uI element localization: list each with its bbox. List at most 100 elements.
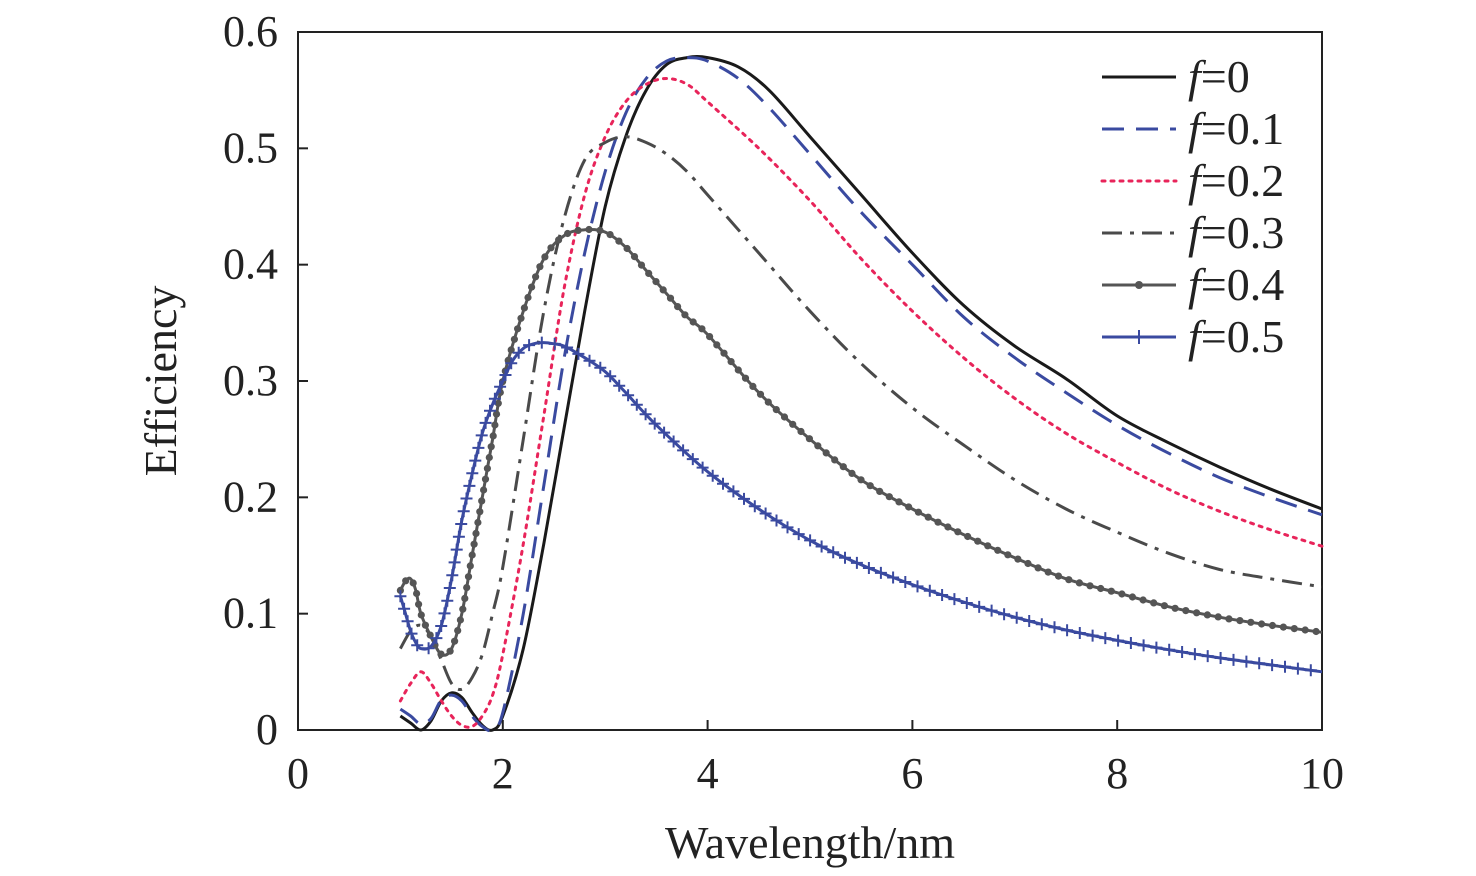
series-marker-plus (405, 627, 418, 640)
series-marker-plus (430, 632, 443, 645)
series-marker-dot (1054, 572, 1063, 580)
series-marker-plus (622, 389, 635, 402)
series-marker-dot (466, 562, 474, 570)
series-marker-plus (759, 507, 772, 520)
series-marker-plus (770, 514, 783, 527)
series-marker-plus (505, 357, 518, 370)
series-marker-dot (555, 236, 563, 244)
series-marker-dot (451, 637, 459, 645)
legend-label: f=0.2 (1188, 155, 1284, 206)
legend-label-value: =0.3 (1201, 207, 1284, 258)
legend-label: f=0 (1188, 51, 1250, 102)
series-marker-dot (417, 611, 425, 619)
series-marker-dot (789, 420, 797, 428)
series-marker-plus (899, 576, 912, 588)
series-marker-dot (974, 537, 982, 545)
series-marker-dot (741, 374, 750, 382)
legend-marker-dot (1135, 281, 1143, 289)
series-4 (399, 135, 1323, 692)
series-marker-plus (850, 556, 863, 569)
series-marker-dot (659, 286, 667, 294)
legend-label-value: =0.5 (1201, 311, 1284, 362)
series-marker-dot (1086, 582, 1094, 590)
legend-label: f=0.4 (1188, 259, 1284, 310)
x-tick-label: 0 (287, 749, 309, 798)
series-marker-plus (499, 369, 512, 381)
series-marker-dot (749, 382, 757, 390)
series-marker-plus (686, 453, 699, 466)
series-marker-plus (1137, 639, 1150, 652)
series-marker-dot (615, 237, 623, 245)
series-marker-plus (512, 346, 525, 359)
series-marker-dot (409, 579, 417, 587)
series-marker-plus (1010, 611, 1023, 624)
series-marker-plus (887, 571, 900, 584)
series-marker-dot (547, 244, 555, 252)
series-marker-dot (492, 410, 501, 418)
series-marker-dot (437, 650, 445, 658)
series-marker-dot (734, 366, 742, 374)
series-marker-dot (1193, 609, 1201, 617)
series-marker-plus (535, 336, 548, 349)
x-tick-label: 10 (1300, 749, 1344, 798)
series-marker-dot (1014, 555, 1022, 563)
series-marker-plus (441, 594, 454, 607)
series-marker-dot (1150, 599, 1158, 607)
series-marker-dot (895, 498, 903, 506)
series-marker-dot (630, 253, 639, 261)
series-marker-dot (421, 621, 429, 629)
series-marker-dot (485, 453, 493, 462)
y-axis-title: Efficiency (135, 286, 186, 477)
series-marker-dot (727, 358, 735, 366)
series-marker-dot (524, 293, 532, 302)
series-marker-dot (822, 449, 830, 457)
series-marker-plus (717, 477, 729, 490)
series-marker-plus (1023, 615, 1036, 627)
series-marker-plus (1086, 629, 1099, 642)
y-tick-label: 0 (256, 705, 278, 754)
series-marker-plus (583, 354, 596, 367)
series-marker-plus (438, 607, 451, 620)
series-marker-dot (1128, 593, 1137, 601)
series-marker-dot (1075, 579, 1083, 587)
series-3 (398, 76, 1324, 729)
series-marker-plus (1304, 664, 1317, 677)
series-marker-plus (1048, 621, 1061, 634)
series-marker-dot (1312, 627, 1320, 636)
series-marker-plus (1124, 637, 1137, 649)
series-marker-plus (594, 361, 607, 374)
series-marker-dot (415, 600, 423, 608)
series-marker-dot (454, 627, 462, 635)
series-marker-dot (924, 513, 932, 521)
series-marker-plus (469, 454, 482, 467)
series-marker-plus (862, 562, 875, 574)
series-marker-dot (536, 263, 544, 271)
series-marker-plus (677, 444, 690, 457)
series-marker-plus (613, 379, 626, 392)
series-marker-dot (514, 325, 522, 333)
series-marker-dot (944, 523, 952, 531)
series-marker-dot (797, 427, 805, 436)
series-marker-dot (681, 311, 689, 319)
series-marker-plus (1061, 624, 1074, 637)
series-marker-plus (998, 608, 1011, 621)
series-marker-plus (1150, 641, 1163, 654)
series-marker-plus (1188, 648, 1201, 661)
series-marker-dot (831, 456, 839, 464)
series-marker-plus (548, 337, 561, 350)
series-marker-dot (994, 546, 1002, 554)
series-marker-dot (1203, 611, 1211, 619)
y-tick-label: 0.6 (223, 7, 278, 56)
series-marker-plus (792, 528, 805, 541)
series-marker-dot (954, 528, 962, 536)
series-marker-dot (720, 349, 728, 357)
series-line (399, 227, 1323, 657)
series-marker-plus (667, 435, 680, 448)
series-marker-plus (706, 469, 719, 482)
series-marker-plus (1291, 662, 1304, 675)
series-marker-dot (461, 594, 469, 603)
axis-ticks: 0 2 4 6 8 10 0 0.1 0.2 0.3 0.4 0.5 0.6 (223, 7, 1344, 798)
series-marker-dot (476, 508, 484, 516)
series-marker-plus (401, 615, 414, 628)
series-marker-dot (481, 475, 490, 483)
